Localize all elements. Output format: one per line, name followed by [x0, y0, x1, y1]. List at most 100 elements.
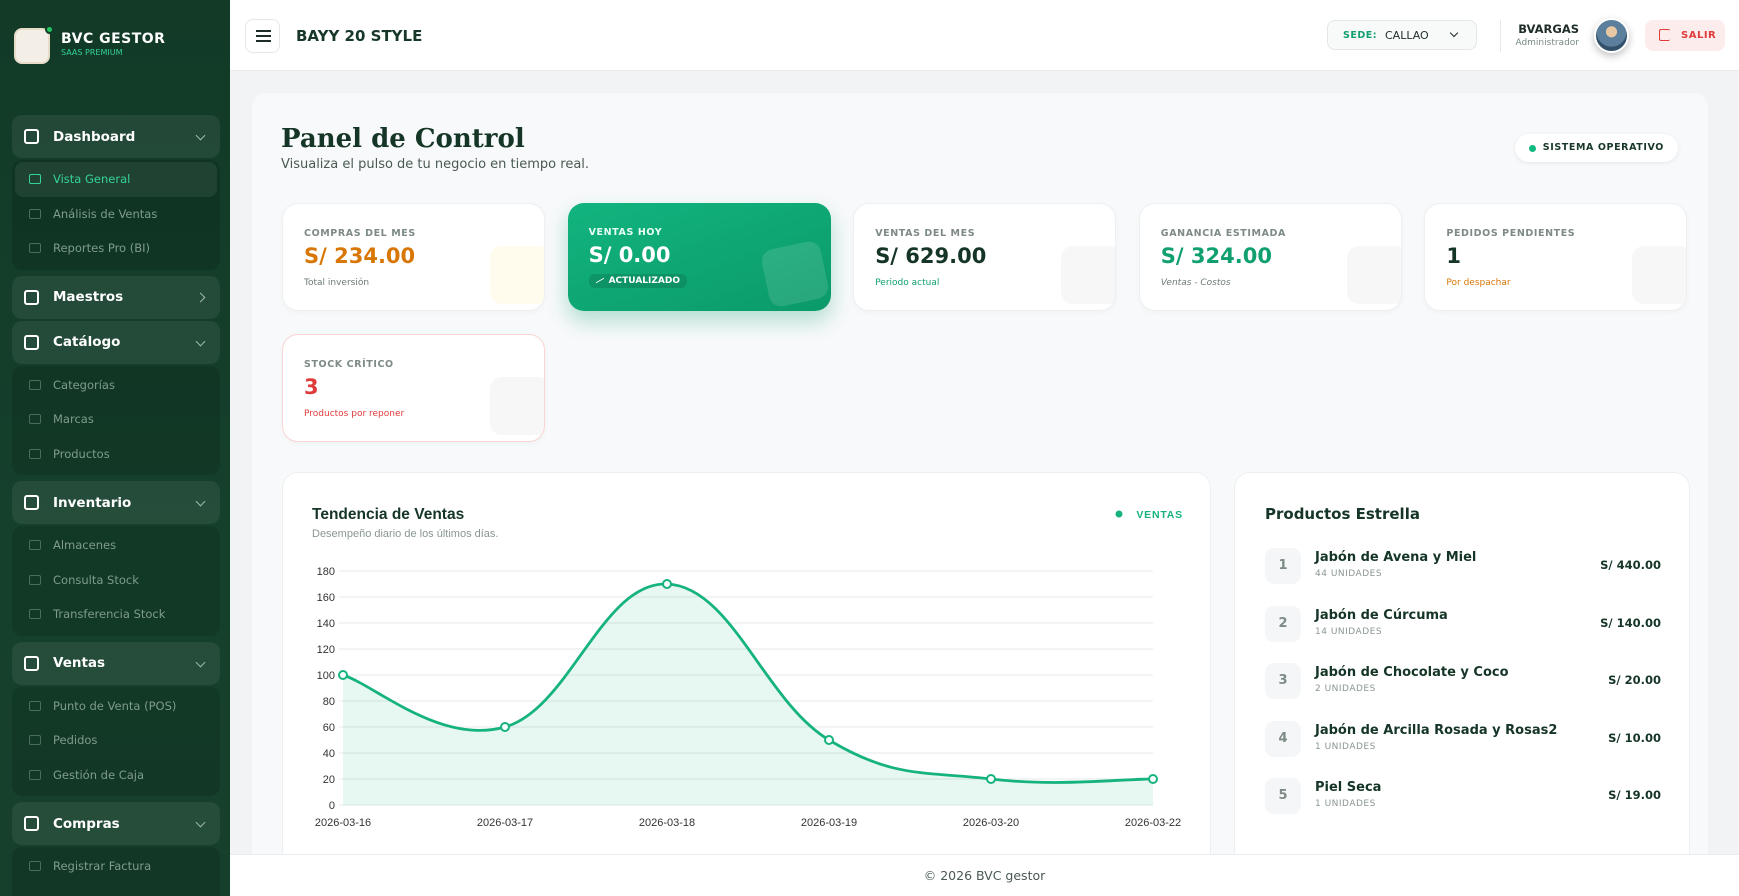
nav-group: Ventas Punto de Venta (POS) Pedidos Gestión… [12, 641, 220, 796]
kpi-value: 1 [1446, 244, 1462, 268]
nav-item[interactable]: Marcas [15, 402, 217, 437]
nav-item[interactable]: Almacenes [15, 528, 217, 563]
footer: © 2026 BVC gestor [230, 854, 1739, 896]
icon [24, 655, 39, 671]
logout-button[interactable]: SALIR [1645, 20, 1725, 51]
nav-item[interactable]: Productos [15, 437, 217, 472]
point [824, 735, 834, 745]
kpi-label: PEDIDOS PENDIENTES [1446, 228, 1576, 239]
nav-item[interactable]: Pedidos [15, 723, 217, 758]
avatar[interactable] [1594, 18, 1629, 53]
online-dot [45, 25, 54, 34]
icon [24, 816, 39, 831]
brand-name: BVC GESTOR [61, 31, 166, 47]
icon [29, 448, 41, 459]
kpi-value: S/ 234.00 [304, 244, 416, 268]
icon [29, 574, 41, 585]
point [1148, 774, 1158, 784]
product-name: Jabón de Chocolate y Coco [1315, 665, 1509, 680]
nav-item[interactable]: Análisis de Ventas [15, 197, 217, 232]
x-tick-label: 2026-03-19 [801, 817, 857, 829]
icon [29, 540, 41, 551]
decor-icon [759, 239, 830, 309]
product-amount: S/ 20.00 [1608, 673, 1661, 687]
kpi-card: COMPRAS DEL MES S/ 234.00 Total inversión [282, 203, 545, 311]
nav-group-label: Compras [53, 815, 120, 832]
nav-item[interactable]: Historial Compras [15, 884, 217, 896]
nav-group-header[interactable]: Catálogo [12, 320, 220, 364]
kpi-card: VENTAS DEL MES S/ 629.00 Periodo actual [853, 203, 1117, 311]
nav-item-label: Reportes Pro (BI) [53, 241, 150, 256]
nav-item[interactable]: Reportes Pro (BI) [15, 231, 217, 266]
nav-item-label: Productos [53, 446, 110, 461]
nav-group-label: Dashboard [53, 128, 136, 145]
y-tick-label: 180 [317, 566, 335, 578]
nav-group-header[interactable]: Ventas [12, 641, 220, 685]
kpi-value: S/ 324.00 [1160, 244, 1272, 268]
decor-icon [490, 377, 544, 435]
product-units: 2 UNIDADES [1315, 684, 1376, 694]
nav-item-label: Punto de Venta (POS) [53, 698, 177, 713]
nav-item[interactable]: Punto de Venta (POS) [15, 689, 217, 724]
area [343, 583, 1153, 805]
decor-icon [1632, 246, 1686, 304]
y-tick-label: 40 [323, 748, 335, 760]
product-row: 2 Jabón de Cúrcuma 14 UNIDADES S/ 140.00 [1265, 605, 1661, 646]
icon [29, 414, 41, 425]
y-tick-label: 80 [323, 696, 335, 708]
y-tick-label: 60 [323, 722, 335, 734]
product-units: 1 UNIDADES [1315, 741, 1376, 752]
product-amount: S/ 140.00 [1600, 615, 1661, 630]
x-tick-label: 2026-03-16 [315, 817, 371, 829]
nav-group-label: Catálogo [53, 334, 121, 350]
kpi-note: Productos por reponer [304, 409, 405, 419]
nav-item-label: Gestión de Caja [53, 767, 145, 782]
kpi-label: VENTAS DEL MES [875, 228, 976, 239]
icon [29, 735, 41, 746]
products-title: Productos Estrella [1265, 505, 1420, 523]
product-amount: S/ 440.00 [1600, 558, 1661, 572]
kpi-card: GANANCIA ESTIMADA S/ 324.00 Ventas - Costo… [1138, 203, 1402, 311]
products-card: Productos Estrella 1 Jabón de Avena y Mie… [1234, 472, 1690, 892]
chevron [195, 496, 206, 507]
nav: Dashboard Vista General Análisis de Ventas… [12, 115, 220, 896]
content: Panel de Control Visualiza el pulso de t… [252, 93, 1708, 896]
sede-select[interactable]: SEDE: CALLAO [1327, 20, 1477, 50]
kpi-value: S/ 0.00 [588, 243, 671, 267]
page-subtitle: Visualiza el pulso de tu negocio en tiem… [281, 157, 590, 172]
chart-title: Tendencia de Ventas [312, 506, 464, 523]
kpi-note: ACTUALIZADO [588, 274, 687, 288]
y-tick-label: 140 [317, 618, 335, 630]
nav-item[interactable]: Consulta Stock [15, 563, 217, 598]
product-row: 4 Jabón de Arcilla Rosada y Rosas2 1 UNIDA… [1265, 720, 1661, 761]
user-name: BVARGAS [1518, 22, 1579, 36]
product-units: 1 UNIDADES [1315, 799, 1376, 809]
chevron [195, 292, 206, 302]
kpi-card: STOCK CRÍTICO 3 Productos por reponer [282, 334, 545, 442]
menu-button[interactable] [245, 19, 280, 53]
nav-group-label: Maestros [53, 289, 124, 305]
legend-dot [1115, 510, 1123, 518]
product-units: 44 UNIDADES [1315, 569, 1383, 579]
nav-item[interactable]: Categorías [15, 368, 217, 403]
icon [24, 129, 39, 144]
kpi-value: 3 [304, 375, 319, 399]
nav-item[interactable]: Vista General [15, 162, 217, 197]
icon [29, 700, 41, 711]
nav-group-header[interactable]: Maestros [12, 275, 220, 319]
nav-group-header[interactable]: Compras [12, 802, 220, 845]
nav-item[interactable]: Transferencia Stock [15, 597, 217, 632]
nav-item[interactable]: Gestión de Caja [15, 758, 217, 793]
nav-group: Catálogo Categorías Marcas Productos [12, 320, 220, 475]
topbar: BAYY 20 STYLE SEDE: CALLAO BVARGAS Admin… [230, 0, 1739, 71]
kpi-note: Por despachar [1446, 278, 1511, 288]
nav-items: Punto de Venta (POS) Pedidos Gestión de Ca… [12, 686, 220, 796]
nav-group-header[interactable]: Dashboard [12, 115, 220, 158]
nav-group-header[interactable]: Inventario [12, 481, 220, 524]
sede-label: SEDE: [1343, 30, 1378, 41]
y-tick-label: 160 [317, 592, 335, 604]
sidebar: BVC GESTOR SAAS PREMIUM Dashboard Vista G… [0, 0, 230, 896]
nav-item[interactable]: Registrar Factura [15, 849, 217, 884]
decor-icon [1061, 246, 1115, 304]
icon [29, 243, 41, 254]
